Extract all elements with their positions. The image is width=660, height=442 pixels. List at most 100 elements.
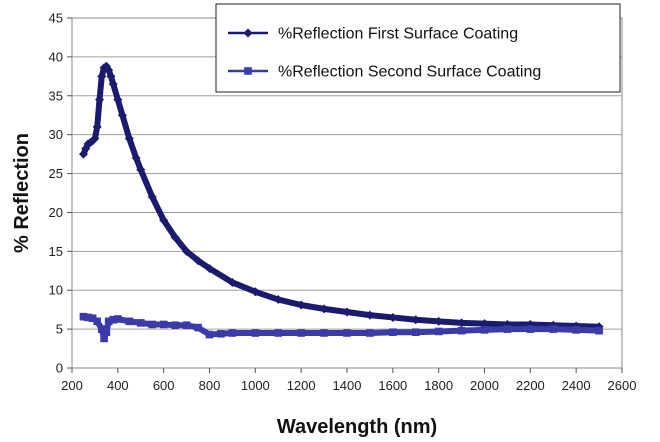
y-tick-label: 5: [56, 322, 63, 337]
series-2-point: [194, 323, 202, 332]
series-1-point: [95, 95, 104, 105]
series-2-point: [125, 317, 134, 326]
x-tick-label: 200: [61, 378, 83, 393]
legend-label: %Reflection First Surface Coating: [278, 26, 518, 43]
series-1-point: [480, 319, 489, 329]
x-tick-label: 2200: [516, 378, 545, 393]
series-2-point: [595, 326, 603, 335]
series-2-point: [205, 330, 214, 339]
legend-label: %Reflection Second Surface Coating: [278, 64, 541, 81]
series-2-point: [572, 326, 580, 334]
legend: %Reflection First Surface Coating %Reflec…: [215, 3, 621, 93]
series-2-point: [503, 325, 512, 333]
legend-swatch-marker: [243, 28, 253, 38]
series-2-point: [97, 325, 106, 333]
series-1-point: [434, 316, 444, 326]
series-1-point: [365, 310, 375, 320]
series-1-point: [182, 246, 192, 256]
series-2-point: [100, 334, 108, 343]
series-1-point: [92, 122, 102, 132]
series-1-point: [250, 287, 260, 297]
series-1-point: [124, 134, 134, 144]
gridlines: [72, 56, 622, 330]
series-1: [78, 61, 604, 332]
series-1-point: [388, 312, 398, 322]
legend-entry-2: %Reflection Second Surface Coating: [228, 64, 541, 81]
x-tick-label: 1000: [241, 378, 270, 393]
series-2-point: [457, 326, 466, 335]
series-2-point: [93, 317, 102, 326]
series-2-point: [526, 325, 535, 333]
legend-entry-1: %Reflection First Surface Coating: [228, 26, 518, 43]
y-axis-ticks: 0 5 10 15 20 25 30 35 40 45: [49, 11, 72, 376]
y-tick-label: 45: [49, 11, 63, 26]
x-tick-label: 800: [199, 378, 221, 393]
series-1-point: [342, 307, 352, 317]
series-2-point: [411, 328, 420, 337]
series-2-point: [297, 329, 305, 337]
y-tick-label: 10: [49, 283, 63, 298]
series-2-point: [274, 329, 283, 337]
series-2-point: [217, 329, 225, 338]
y-tick-label: 15: [49, 244, 63, 259]
series-2-point: [136, 319, 145, 327]
series-2-point: [88, 314, 97, 323]
series-1-point: [117, 110, 127, 120]
y-tick-label: 40: [49, 49, 63, 64]
series-1-point: [106, 71, 116, 81]
series-1-point: [131, 153, 141, 163]
x-tick-label: 600: [153, 378, 175, 393]
series-2-point: [104, 317, 113, 326]
series-2-point: [434, 327, 443, 336]
legend-box: [215, 3, 621, 93]
x-tick-label: 1800: [424, 378, 453, 393]
series-2-point: [79, 312, 88, 321]
series-2-point: [366, 329, 374, 337]
series-1-point: [205, 263, 214, 273]
series-1-point: [136, 165, 146, 175]
y-tick-label: 20: [49, 205, 63, 220]
series-2-point: [148, 320, 157, 329]
y-tick-label: 30: [49, 127, 63, 142]
y-axis-title: % Reflection: [11, 133, 33, 253]
series-1-point: [296, 300, 306, 310]
legend-swatch-marker: [244, 67, 252, 75]
series-2-point: [114, 315, 122, 323]
series-2: [79, 312, 603, 343]
series-1-point: [273, 295, 283, 305]
x-axis-ticks: 200 400 600 800 1000 1200 1400 1600 1800 2000 2200…: [61, 368, 636, 393]
series-2-point: [480, 326, 489, 334]
y-tick-label: 25: [49, 166, 63, 181]
series-1-point: [90, 134, 100, 144]
series-1-point: [193, 256, 203, 266]
series-2-point: [159, 320, 168, 329]
series-2-point: [251, 329, 260, 337]
series-2-point: [109, 315, 118, 324]
x-tick-label: 2600: [608, 378, 637, 393]
series-2-point: [549, 325, 558, 333]
x-tick-label: 1600: [378, 378, 407, 393]
x-tick-label: 1200: [287, 378, 316, 393]
series-1-point: [113, 95, 123, 105]
series-1-line: [80, 63, 603, 330]
x-tick-label: 400: [107, 378, 129, 393]
series-1-point: [147, 192, 157, 202]
series-1-point: [170, 232, 180, 242]
y-tick-label: 0: [56, 361, 63, 376]
series-2-point: [228, 329, 237, 337]
series-2-point: [182, 321, 191, 330]
y-tick-label: 35: [49, 88, 63, 103]
series-2-point: [389, 328, 397, 337]
series-1-point: [97, 71, 107, 81]
series-1-point: [457, 318, 467, 328]
series-1-point: [227, 277, 237, 287]
series-2-point: [343, 329, 351, 337]
series-2-point: [84, 313, 92, 322]
series-layer: [78, 61, 604, 343]
series-1-point: [411, 315, 421, 325]
x-tick-label: 1400: [333, 378, 362, 393]
series-2-point: [171, 321, 179, 330]
series-1-point: [159, 215, 169, 225]
series-2-point: [320, 329, 328, 337]
